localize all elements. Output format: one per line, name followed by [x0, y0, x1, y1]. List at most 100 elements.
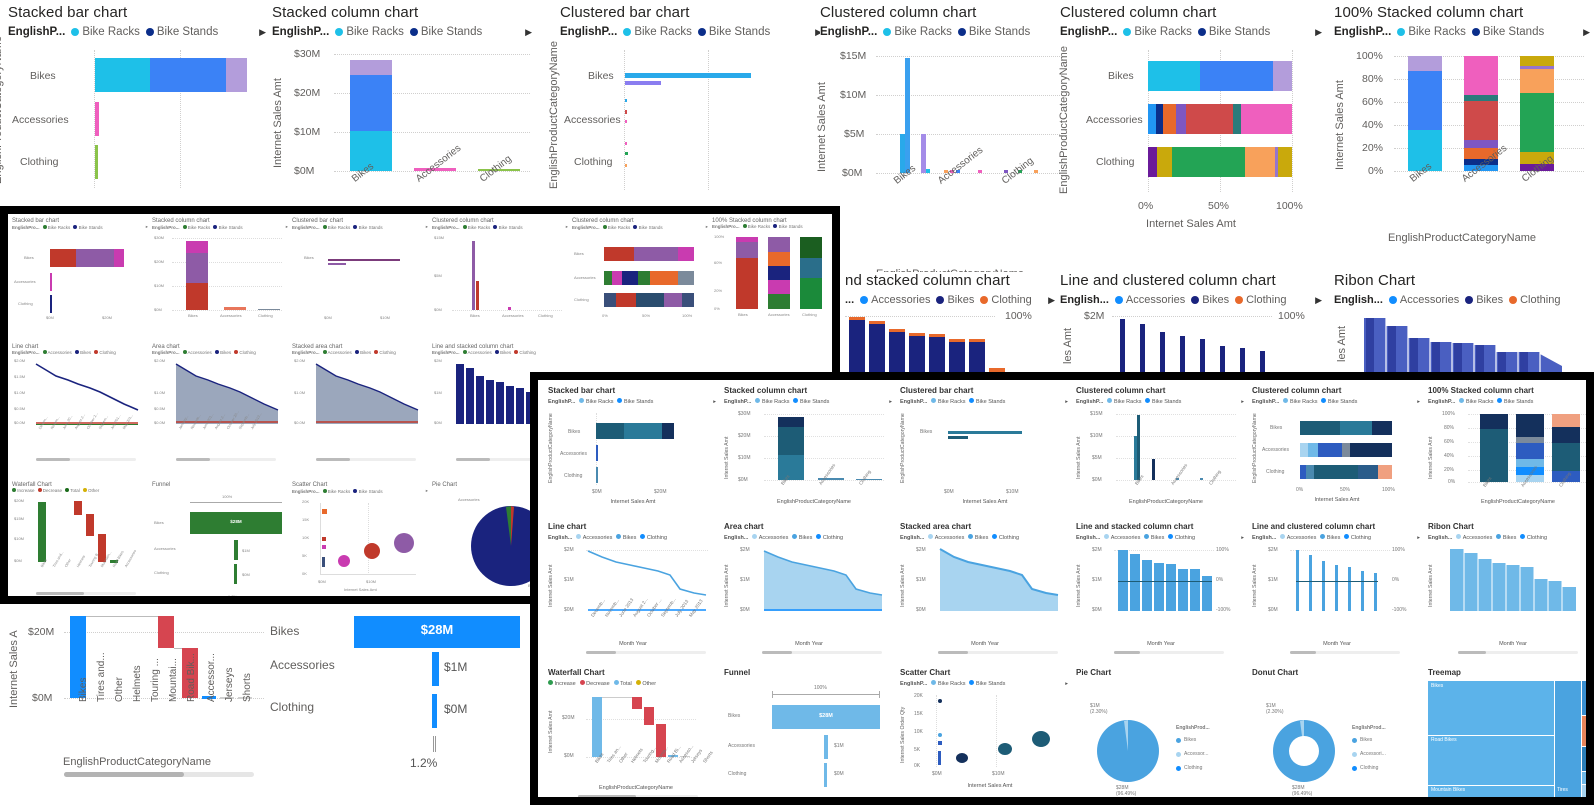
waterfall-bar[interactable]	[110, 560, 118, 563]
mini-card-scatter-chart[interactable]: Scatter Chart EnglishPro... Bike Racks B…	[292, 482, 428, 596]
mini-card-clustered-bar-chart[interactable]: Clustered bar chart EnglishPro... Bike R…	[292, 218, 428, 338]
pie-chart[interactable]	[1096, 719, 1160, 783]
bar-segment[interactable]	[1408, 130, 1442, 171]
bar-segment[interactable]	[1520, 69, 1554, 93]
card-clustered-bar-chart[interactable]: Clustered bar chart EnglishP... Bike Rac…	[548, 4, 822, 204]
legend-more-icon[interactable]: ▸	[1065, 398, 1068, 405]
waterfall-bar[interactable]	[632, 697, 642, 709]
bar-segment[interactable]	[1004, 170, 1008, 173]
funnel-bar[interactable]	[432, 694, 437, 728]
scatter-bubble[interactable]	[1032, 731, 1050, 747]
bar-segment[interactable]	[768, 294, 790, 309]
bar-segment[interactable]	[1480, 429, 1508, 482]
bar-segment[interactable]	[1464, 159, 1498, 165]
bar-segment[interactable]	[1186, 104, 1233, 134]
legend-more-icon[interactable]: ▸	[705, 224, 708, 229]
bar-segment[interactable]	[1300, 443, 1308, 457]
bar-segment[interactable]	[778, 455, 804, 480]
waterfall-bar[interactable]	[668, 755, 678, 757]
bar-segment[interactable]	[929, 337, 945, 372]
legend-item[interactable]: Accessor...	[1176, 751, 1208, 757]
bar-segment[interactable]	[456, 364, 464, 424]
legend-more-icon[interactable]: ▶	[525, 26, 532, 37]
treemap-cell[interactable]	[1582, 785, 1586, 797]
horizontal-scrollbar[interactable]	[586, 651, 706, 654]
legend-more-icon[interactable]: ▸	[1065, 680, 1068, 687]
bar-segment[interactable]	[1516, 459, 1544, 467]
bar-segment[interactable]	[150, 58, 226, 92]
legend-more-icon[interactable]: ▶	[1583, 26, 1590, 37]
bar-segment[interactable]	[949, 339, 965, 342]
bar-segment[interactable]	[486, 380, 494, 424]
bar-segment[interactable]	[1260, 351, 1265, 372]
waterfall-bar[interactable]	[70, 616, 86, 698]
bar-segment[interactable]	[1318, 443, 1342, 457]
bar-segment[interactable]	[516, 388, 524, 424]
funnel-bar[interactable]	[354, 616, 520, 648]
ov2-card-pie-chart[interactable]: Pie Chart $1M (2.30%) $28M (96.49%) Engl…	[1076, 668, 1244, 797]
bar-segment[interactable]	[1156, 104, 1163, 134]
mini-card-waterfall-chart[interactable]: Waterfall Chart Increase Decrease Total …	[12, 482, 148, 596]
bar-segment[interactable]	[1408, 56, 1442, 71]
bar-segment[interactable]	[909, 333, 925, 336]
card-ribon-chart[interactable]: Ribon Chart English... Accessories Bikes…	[1334, 272, 1590, 382]
bar-segment[interactable]	[1464, 95, 1498, 101]
treemap-cell[interactable]	[1582, 747, 1586, 771]
bar-segment[interactable]	[736, 237, 758, 242]
ov2-card-stacked-bar-chart[interactable]: Stacked bar chart EnglishP... Bike Racks…	[548, 386, 716, 516]
ov2-card-waterfall-chart[interactable]: Waterfall Chart Increase Decrease Total …	[548, 668, 716, 797]
bar-segment[interactable]	[1300, 421, 1340, 435]
mini-card-100-stacked-column-chart[interactable]: 100% Stacked column chart EnglishPro... …	[712, 218, 832, 338]
legend-more-icon[interactable]: ▶	[1315, 26, 1322, 37]
bar-segment[interactable]	[186, 241, 208, 253]
bar-segment[interactable]	[1340, 421, 1372, 435]
funnel-bar[interactable]	[432, 652, 439, 686]
card-clustered-column-chart[interactable]: Clustered column chart EnglishP... Bike …	[816, 4, 1080, 280]
bar-segment[interactable]	[664, 293, 682, 307]
bar-segment[interactable]	[1240, 348, 1245, 372]
legend-item[interactable]: Bike Racks	[883, 26, 952, 38]
bar-segment[interactable]	[596, 467, 598, 483]
horizontal-scrollbar[interactable]	[938, 651, 1058, 654]
horizontal-scrollbar[interactable]	[1458, 651, 1578, 654]
ov2-card-line-chart[interactable]: Line chart English... Accessories Bikes …	[548, 522, 716, 662]
waterfall-bar[interactable]	[86, 514, 94, 536]
legend-more-icon[interactable]: ▸	[889, 398, 892, 405]
scatter-point[interactable]	[938, 699, 942, 703]
legend-more-icon[interactable]: ▸	[1241, 398, 1244, 405]
ov2-card-stacked-column-chart[interactable]: Stacked column chart EnglishP... Bike Ra…	[724, 386, 892, 516]
bar-segment[interactable]	[625, 81, 661, 85]
bar-segment[interactable]	[496, 382, 504, 424]
legend-more-icon[interactable]: ▸	[713, 398, 716, 405]
scatter-point[interactable]	[938, 751, 941, 765]
bar-segment[interactable]	[1202, 576, 1212, 611]
ov2-card-line-stacked-column-chart[interactable]: Line and stacked column chart English...…	[1076, 522, 1244, 662]
treemap-cell[interactable]	[1582, 772, 1586, 784]
legend-item[interactable]: Accessories	[860, 294, 930, 306]
treemap-cell[interactable]: Bikes Road Bikes Mountain Bikes	[1428, 681, 1554, 797]
scatter-point[interactable]	[322, 545, 326, 549]
bar-segment[interactable]	[604, 247, 634, 261]
bar-segment[interactable]	[944, 170, 948, 173]
bar-segment[interactable]	[625, 120, 627, 123]
mini-card-stacked-column-chart[interactable]: Stacked column chart EnglishPro... Bike …	[152, 218, 288, 338]
bar-segment[interactable]	[1140, 324, 1145, 372]
bar-segment[interactable]	[1361, 571, 1364, 611]
bar-segment[interactable]	[625, 110, 627, 114]
bar-segment[interactable]	[1464, 56, 1498, 95]
legend-more-icon[interactable]: ▶	[815, 26, 822, 37]
ov2-card-clustered-column-chart-2[interactable]: Clustered column chart EnglishP... Bike …	[1252, 386, 1420, 516]
bar-segment[interactable]	[95, 145, 98, 179]
waterfall-bar[interactable]	[592, 697, 602, 757]
bar-segment[interactable]	[1309, 555, 1312, 611]
bar-segment[interactable]	[969, 342, 985, 372]
bar-segment[interactable]	[1148, 147, 1157, 177]
bar-segment[interactable]	[1148, 104, 1156, 134]
bar-segment[interactable]	[650, 271, 678, 285]
bar-segment[interactable]	[662, 423, 674, 439]
card-100-stacked-column-chart[interactable]: 100% Stacked column chart EnglishP... Bi…	[1334, 4, 1590, 254]
horizontal-scrollbar[interactable]	[64, 772, 254, 777]
bar-segment[interactable]	[1374, 573, 1377, 611]
bar-segment[interactable]	[1273, 61, 1292, 91]
funnel-bar[interactable]	[190, 512, 282, 534]
